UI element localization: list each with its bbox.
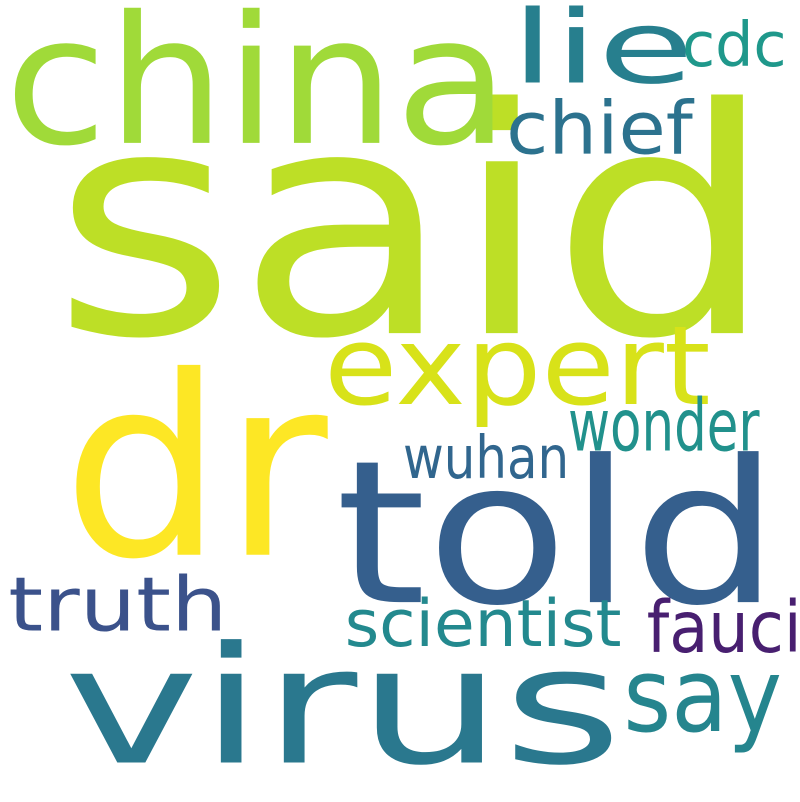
word-wuhan: wuhan [403,424,570,493]
word-truth: truth [8,559,228,648]
word-say: say [623,635,782,756]
word-virus: virus [63,612,623,802]
word-chief: chief [506,87,693,172]
word-dr: dr [62,322,328,614]
word-expert: expert [324,302,711,431]
word-cdc: cdc [681,9,787,82]
word-lie: lie [510,0,695,107]
word-china: china [4,0,510,185]
word-wonder: wonder [567,384,760,469]
word-told: told [335,417,780,650]
word-scientist: scientist [344,586,622,663]
word-said: said [52,42,775,409]
word-fauci: fauci [646,587,800,671]
